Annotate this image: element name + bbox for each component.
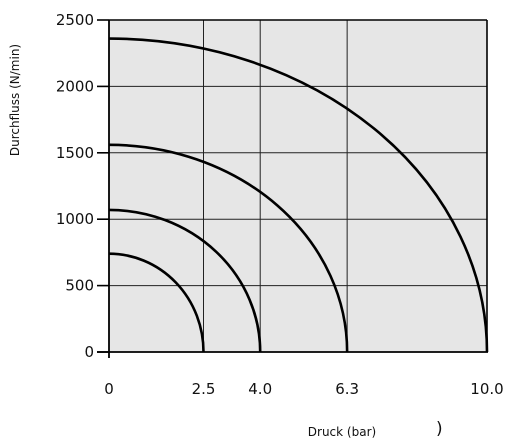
curve-4 (108, 208, 262, 353)
tick-labels: 0 500 1000 1500 2000 2500 0 2.5 4.0 6.3 10.0 (56, 11, 504, 398)
x-tick-label: 10.0 (470, 380, 503, 398)
y-tick-label: 2000 (56, 77, 94, 95)
curves (108, 37, 489, 353)
y-tick-label: 500 (65, 277, 94, 295)
curve-6.3 (108, 143, 349, 353)
curve-2.5 (108, 252, 205, 353)
stray-parenthesis: ) (436, 419, 443, 439)
curve-10 (108, 37, 489, 353)
plot-background (109, 20, 487, 352)
y-axis-label: Durchfluss (N/min) (8, 44, 22, 156)
y-tick-label: 1000 (56, 210, 94, 228)
y-tick-label: 2500 (56, 11, 94, 29)
x-tick-label: 4.0 (248, 380, 272, 398)
x-tick-label: 2.5 (192, 380, 216, 398)
x-axis-label: Druck (bar) (308, 425, 376, 439)
y-tick-label: 1500 (56, 144, 94, 162)
x-tick-label: 0 (104, 380, 114, 398)
y-tick-label: 0 (84, 343, 94, 361)
axes (97, 19, 488, 358)
x-tick-label: 6.3 (335, 380, 359, 398)
